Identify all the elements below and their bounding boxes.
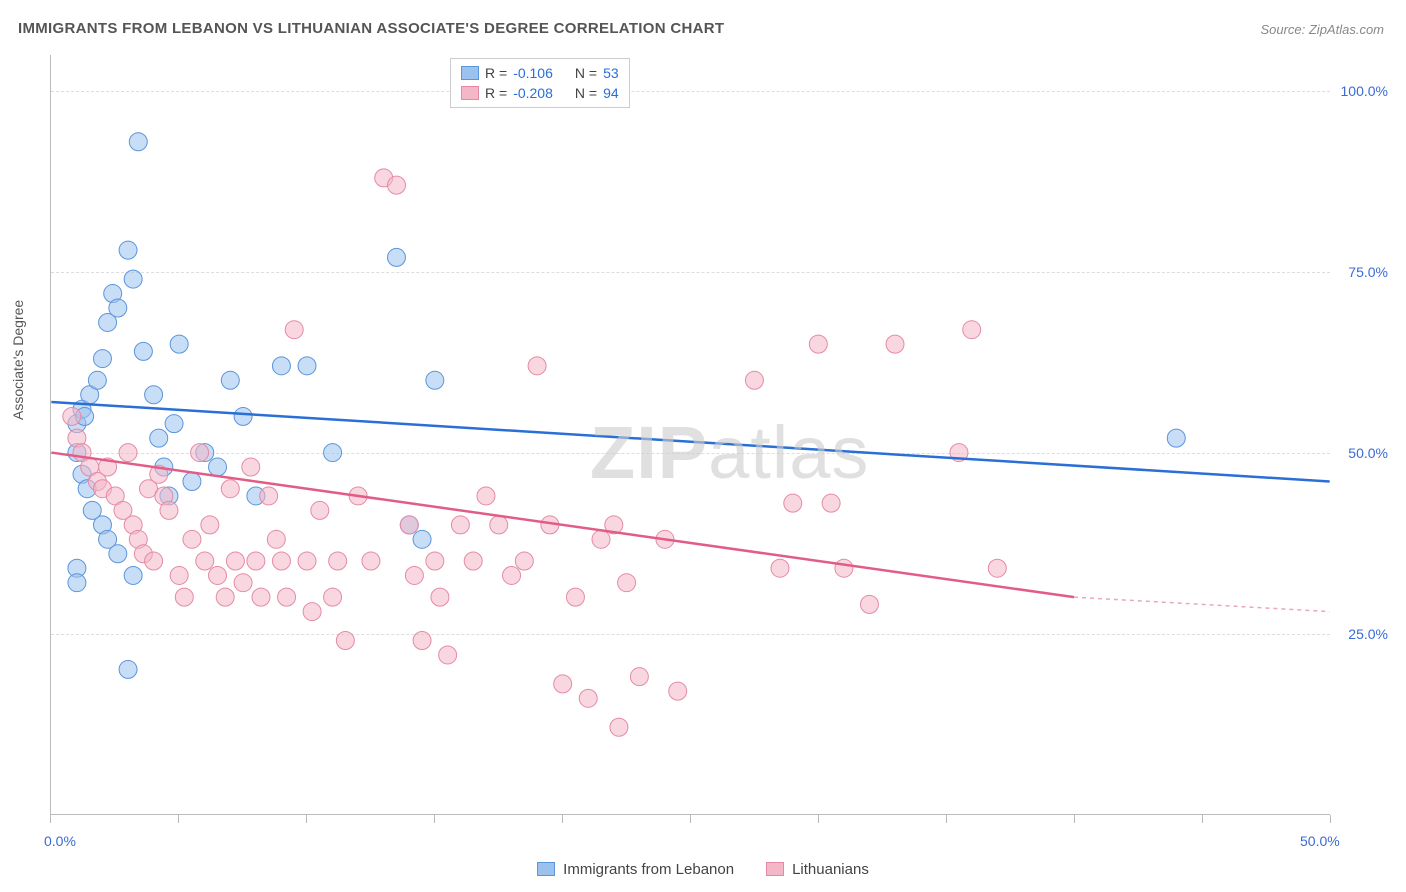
legend-n-label: N = xyxy=(575,85,597,101)
x-tick-mark xyxy=(690,815,691,823)
x-tick-mark xyxy=(1074,815,1075,823)
legend-r-label: R = xyxy=(485,85,507,101)
x-tick-mark xyxy=(306,815,307,823)
legend-series-label: Lithuanians xyxy=(792,861,869,878)
legend-r-value: -0.208 xyxy=(513,85,553,101)
legend-swatch xyxy=(766,862,784,876)
legend-series-label: Immigrants from Lebanon xyxy=(563,861,734,878)
x-tick-mark xyxy=(562,815,563,823)
x-tick-mark xyxy=(1330,815,1331,823)
trend-line xyxy=(51,402,1329,482)
legend-swatch xyxy=(537,862,555,876)
legend-stats-row: R = -0.106 N = 53 xyxy=(461,63,619,83)
legend-r-value: -0.106 xyxy=(513,65,553,81)
legend-stats-box: R = -0.106 N = 53 R = -0.208 N = 94 xyxy=(450,58,630,108)
legend-n-value: 94 xyxy=(603,85,619,101)
legend-series-item: Lithuanians xyxy=(766,861,869,878)
y-tick-label: 25.0% xyxy=(1348,626,1388,642)
x-tick-mark xyxy=(50,815,51,823)
legend-swatch xyxy=(461,86,479,100)
x-tick-mark xyxy=(1202,815,1203,823)
x-tick-label: 0.0% xyxy=(44,833,76,849)
x-tick-label: 50.0% xyxy=(1300,833,1340,849)
x-tick-mark xyxy=(946,815,947,823)
y-tick-label: 50.0% xyxy=(1348,445,1388,461)
trend-lines-layer xyxy=(51,55,1330,814)
legend-bottom: Immigrants from Lebanon Lithuanians xyxy=(0,861,1406,881)
trend-line xyxy=(51,453,1074,598)
legend-n-value: 53 xyxy=(603,65,619,81)
chart-title: IMMIGRANTS FROM LEBANON VS LITHUANIAN AS… xyxy=(18,20,724,37)
legend-series-item: Immigrants from Lebanon xyxy=(537,861,734,878)
legend-r-label: R = xyxy=(485,65,507,81)
y-tick-label: 100.0% xyxy=(1341,83,1388,99)
x-tick-mark xyxy=(434,815,435,823)
trend-line-extrapolated xyxy=(1074,597,1330,611)
source-label: Source: ZipAtlas.com xyxy=(1260,22,1384,37)
legend-swatch xyxy=(461,66,479,80)
y-tick-label: 75.0% xyxy=(1348,264,1388,280)
legend-n-label: N = xyxy=(575,65,597,81)
x-tick-mark xyxy=(818,815,819,823)
legend-stats-row: R = -0.208 N = 94 xyxy=(461,83,619,103)
y-axis-label: Associate's Degree xyxy=(10,300,26,420)
plot-area xyxy=(50,55,1330,815)
x-tick-mark xyxy=(178,815,179,823)
